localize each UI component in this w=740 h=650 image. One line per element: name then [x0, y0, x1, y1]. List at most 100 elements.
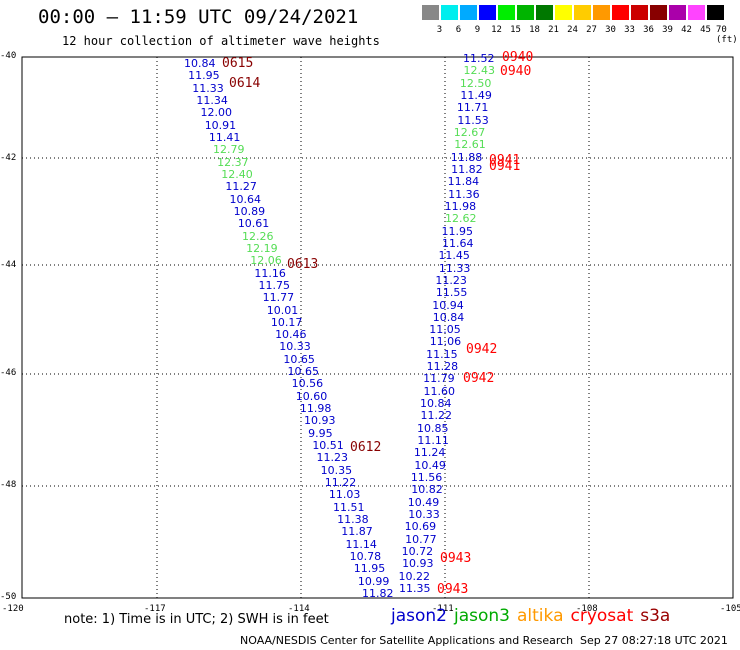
- scale-label: 9: [474, 25, 481, 35]
- wave-height-label: 11.77: [262, 291, 295, 305]
- lon-label: -120: [2, 604, 24, 614]
- wave-height-label: 11.64: [441, 236, 474, 250]
- scale-swatch: [707, 5, 724, 20]
- wave-height-label: 12.06: [250, 254, 282, 268]
- wave-height-label: 11.16: [254, 266, 286, 280]
- scale-label: 27: [586, 25, 597, 35]
- wave-height-label: 11.95: [188, 69, 220, 83]
- wave-height-label: 11.24: [413, 446, 446, 460]
- wave-height-label: 11.60: [423, 384, 456, 398]
- wave-height-label: 11.33: [192, 81, 224, 95]
- wave-height-label: 10.35: [320, 463, 353, 477]
- scale-label: 24: [567, 25, 578, 35]
- lon-label: -108: [576, 604, 598, 614]
- wave-height-label: 10.65: [287, 365, 319, 379]
- wave-height-label: 11.79: [423, 372, 455, 386]
- satellite-name: altika: [517, 606, 564, 626]
- scale-label: 6: [455, 25, 462, 35]
- scale-swatch: [441, 5, 458, 20]
- wave-height-label: 12.50: [459, 76, 492, 90]
- scale-label: 21: [548, 25, 559, 35]
- scale-label: 15: [510, 25, 521, 35]
- wave-height-label: 10.61: [237, 217, 270, 231]
- lat-label: -48: [0, 480, 17, 490]
- scale-label: 39: [662, 25, 673, 35]
- wave-height-label: 12.26: [241, 229, 274, 243]
- wave-height-label: 11.05: [429, 323, 461, 337]
- scale-label: 18: [529, 25, 540, 35]
- wave-height-label: 12.62: [445, 212, 477, 226]
- wave-height-label: 11.06: [429, 335, 462, 349]
- credit-line: NOAA/NESDIS Center for Satellite Applica…: [240, 634, 574, 647]
- time-label: 0942: [466, 342, 498, 357]
- wave-height-label: 11.53: [457, 113, 489, 127]
- satellite-name: jason3: [454, 606, 510, 626]
- wave-height-label: 11.84: [447, 175, 480, 189]
- scale-swatch: [593, 5, 610, 20]
- wave-height-label: 12.43: [463, 64, 495, 78]
- wave-height-label: 11.56: [410, 471, 443, 485]
- time-label: 0940: [500, 64, 532, 79]
- footer-note: note: 1) Time is in UTC; 2) SWH is in fe…: [64, 612, 329, 627]
- wave-height-label: 11.98: [444, 199, 477, 213]
- wave-height-label: 11.38: [337, 513, 369, 527]
- scale-swatch: [517, 5, 534, 20]
- time-label: 0941: [489, 153, 521, 168]
- scale-label: 30: [605, 25, 616, 35]
- time-label: 0613: [287, 257, 319, 272]
- wave-height-label: 10.33: [408, 508, 440, 522]
- scale-swatch: [612, 5, 629, 20]
- wave-height-label: 10.89: [233, 204, 266, 218]
- time-label: 0941: [489, 159, 521, 174]
- wave-height-label: 10.84: [420, 397, 452, 411]
- scale-label: 70 (ft): [716, 25, 738, 45]
- wave-height-label: 11.22: [324, 476, 357, 490]
- wave-height-label: 10.01: [266, 303, 299, 317]
- scale-label: 12: [491, 25, 502, 35]
- lon-label: -114: [288, 604, 310, 614]
- wave-height-label: 10.93: [402, 557, 434, 571]
- lat-label: -40: [0, 51, 17, 61]
- scale-swatch: [650, 5, 667, 20]
- time-label: 0943: [440, 551, 472, 566]
- satellite-name: cryosat: [570, 606, 634, 626]
- lon-label: -105: [720, 604, 740, 614]
- scale-swatch: [498, 5, 515, 20]
- wave-height-label: 11.23: [316, 451, 348, 465]
- wave-height-label: 10.69: [404, 520, 437, 534]
- wave-height-label: 10.93: [304, 414, 336, 428]
- time-label: 0942: [463, 371, 495, 386]
- wave-height-label: 10.56: [291, 377, 324, 391]
- wave-height-label: 10.82: [411, 483, 443, 497]
- wave-height-label: 10.91: [204, 118, 237, 132]
- scale-swatch: [555, 5, 572, 20]
- wave-height-label: 12.37: [217, 155, 249, 169]
- wave-height-label: 11.22: [420, 409, 452, 423]
- wave-height-label: 11.71: [456, 101, 489, 115]
- wave-height-label: 11.52: [463, 52, 495, 65]
- wave-height-label: 11.11: [417, 434, 449, 448]
- page-subtitle: 12 hour collection of altimeter wave hei…: [62, 34, 380, 48]
- lat-label: -42: [0, 153, 17, 163]
- satellite-legend: jason2 jason3 altika cryosat s3a: [391, 606, 677, 626]
- wave-height-label: 10.60: [295, 389, 328, 403]
- wave-height-label: 11.15: [426, 347, 458, 361]
- wave-height-label: 10.77: [405, 532, 437, 546]
- time-label: 0615: [222, 56, 254, 71]
- wave-height-label: 11.23: [435, 273, 467, 287]
- time-label: 0943: [437, 582, 469, 597]
- scale-swatch: [574, 5, 591, 20]
- scale-label: 36: [643, 25, 654, 35]
- wave-height-label: 12.61: [454, 138, 486, 152]
- wave-height-label: 11.95: [441, 224, 474, 238]
- satellite-name: jason2: [391, 606, 447, 626]
- generated-timestamp: Sep 27 08:27:18 UTC 2021: [580, 634, 728, 647]
- wave-height-label: 11.87: [341, 525, 373, 539]
- scale-swatch: [631, 5, 648, 20]
- wave-height-label: 11.75: [258, 278, 291, 292]
- wave-height-label: 10.84: [184, 57, 216, 70]
- wave-height-label: 11.51: [333, 500, 365, 514]
- wave-height-label: 11.82: [451, 162, 483, 176]
- wave-height-label: 12.00: [200, 106, 233, 120]
- scale-label: 33: [624, 25, 635, 35]
